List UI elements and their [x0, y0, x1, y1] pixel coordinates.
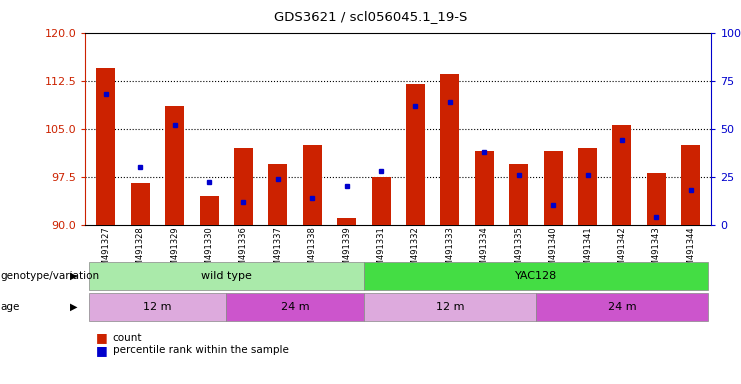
- Bar: [681, 145, 700, 225]
- Bar: [406, 84, 425, 225]
- Bar: [303, 145, 322, 225]
- Bar: [96, 68, 116, 225]
- Bar: [475, 151, 494, 225]
- Text: ▶: ▶: [70, 271, 78, 281]
- Bar: [131, 183, 150, 225]
- Bar: [544, 151, 562, 225]
- Bar: [165, 106, 184, 225]
- Text: GDS3621 / scl056045.1_19-S: GDS3621 / scl056045.1_19-S: [274, 10, 467, 23]
- Bar: [509, 164, 528, 225]
- Text: ■: ■: [96, 344, 108, 357]
- Text: ▶: ▶: [70, 302, 78, 312]
- Bar: [647, 174, 665, 225]
- Bar: [440, 74, 459, 225]
- Bar: [234, 148, 253, 225]
- Bar: [372, 177, 391, 225]
- Text: wild type: wild type: [201, 271, 252, 281]
- Text: YAC128: YAC128: [515, 271, 557, 281]
- Bar: [578, 148, 597, 225]
- Text: count: count: [113, 333, 142, 343]
- Text: 12 m: 12 m: [143, 302, 172, 312]
- Text: 12 m: 12 m: [436, 302, 464, 312]
- Text: age: age: [1, 302, 20, 312]
- Text: 24 m: 24 m: [608, 302, 637, 312]
- Bar: [613, 126, 631, 225]
- Text: ■: ■: [96, 331, 108, 344]
- Text: 24 m: 24 m: [281, 302, 310, 312]
- Bar: [337, 218, 356, 225]
- Text: percentile rank within the sample: percentile rank within the sample: [113, 345, 288, 355]
- Bar: [199, 196, 219, 225]
- Text: genotype/variation: genotype/variation: [1, 271, 100, 281]
- Bar: [268, 164, 288, 225]
